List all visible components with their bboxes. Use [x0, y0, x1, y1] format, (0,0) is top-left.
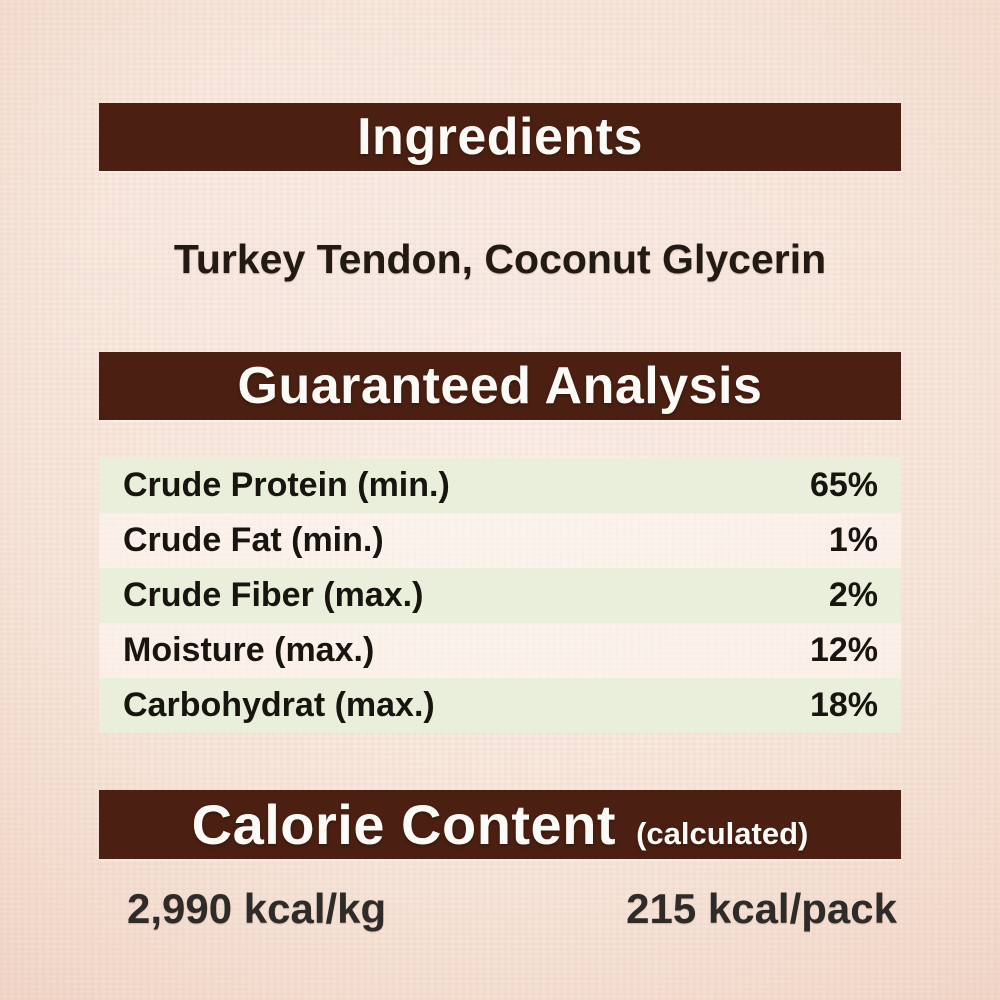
nutrient-label: Crude Fiber (max.): [123, 576, 424, 614]
calories-per-pack: 215 kcal/pack: [626, 885, 897, 932]
guaranteed-analysis-header-bar: Guaranteed Analysis: [99, 352, 901, 420]
nutrient-label: Carbohydrat (max.): [123, 686, 435, 724]
table-row: Moisture (max.) 12%: [99, 623, 901, 678]
table-row: Crude Fiber (max.) 2%: [99, 568, 901, 623]
calorie-content-header-bar: Calorie Content (calculated): [99, 790, 901, 859]
calorie-values-row: 2,990 kcal/kg 215 kcal/pack: [99, 885, 901, 933]
calorie-content-qualifier: (calculated): [636, 815, 809, 851]
nutrient-label: Crude Fat (min.): [123, 521, 384, 559]
calories-per-kg: 2,990 kcal/kg: [127, 885, 387, 932]
nutrient-value: 2%: [828, 576, 878, 614]
calorie-content-title: Calorie Content: [191, 793, 617, 856]
table-row: Crude Fat (min.) 1%: [99, 513, 901, 568]
nutrient-label: Moisture (max.): [123, 631, 375, 669]
table-row: Carbohydrat (max.) 18%: [99, 678, 901, 733]
nutrient-label: Crude Protein (min.): [123, 466, 450, 504]
nutrient-value: 12%: [809, 631, 878, 669]
ingredients-title: Ingredients: [357, 108, 643, 166]
nutrient-value: 18%: [809, 686, 878, 724]
guaranteed-analysis-title: Guaranteed Analysis: [237, 357, 763, 415]
nutrient-value: 65%: [809, 466, 878, 504]
table-row: Crude Protein (min.) 65%: [99, 458, 901, 513]
nutrient-value: 1%: [828, 521, 878, 559]
guaranteed-analysis-table: Crude Protein (min.) 65% Crude Fat (min.…: [99, 458, 901, 733]
ingredients-list: Turkey Tendon, Coconut Glycerin: [173, 236, 827, 282]
ingredients-header-bar: Ingredients: [99, 103, 901, 171]
